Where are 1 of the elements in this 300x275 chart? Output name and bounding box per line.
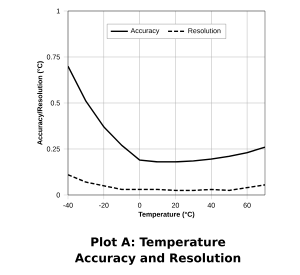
text: Plot A: Temperature Accuracy and Resolution: [74, 237, 240, 265]
